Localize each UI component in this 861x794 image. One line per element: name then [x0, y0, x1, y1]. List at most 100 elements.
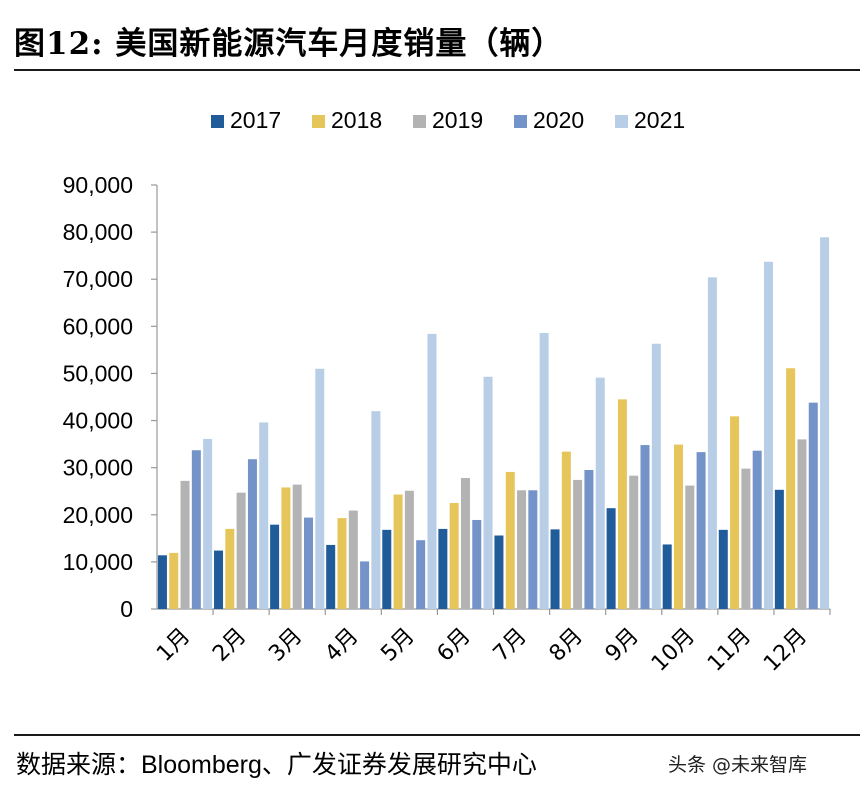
y-tick-label: 30,000 — [63, 455, 133, 481]
x-tick-label: 3月 — [264, 624, 307, 667]
legend-swatch-2018 — [312, 115, 325, 128]
bar-2019-8 — [573, 479, 583, 609]
bar-chart: 2017 2018 2019 2020 2021 0 10,000 20,000 30,000… — [63, 107, 831, 677]
figure-title: 图12: 美国新能源汽车月度销量（辆） — [14, 26, 564, 62]
y-tick-label: 20,000 — [63, 502, 133, 528]
bar-2021-7 — [539, 332, 549, 609]
y-tick-label: 40,000 — [63, 408, 133, 434]
bar-2021-12 — [820, 237, 830, 610]
bar-2017-2 — [214, 550, 224, 609]
legend-swatch-2017 — [211, 115, 224, 128]
bar-2021-10 — [707, 277, 717, 609]
bar-2019-5 — [404, 490, 414, 609]
bar-2017-6 — [438, 528, 448, 609]
legend: 2017 2018 2019 2020 2021 — [211, 107, 685, 133]
x-tick-label: 4月 — [320, 624, 363, 667]
bar-2018-2 — [225, 528, 235, 609]
bar-2020-5 — [416, 540, 426, 609]
x-tick-label: 5月 — [376, 624, 419, 667]
bar-2019-1 — [180, 480, 190, 609]
bar-2018-6 — [449, 503, 459, 609]
y-tick-label: 70,000 — [63, 266, 133, 292]
bar-2020-9 — [640, 445, 650, 609]
bar-2017-11 — [718, 529, 728, 609]
bar-2020-6 — [472, 519, 482, 609]
x-tick-label: 6月 — [433, 624, 476, 667]
title-rule — [14, 69, 860, 71]
bar-2019-9 — [629, 475, 639, 609]
bar-2019-10 — [685, 485, 695, 609]
bar-2018-10 — [673, 444, 683, 609]
legend-swatch-2020 — [514, 115, 527, 128]
bar-2020-2 — [247, 459, 257, 609]
bar-2018-5 — [393, 494, 403, 609]
legend-label-2017: 2017 — [230, 107, 281, 133]
bar-2019-6 — [460, 478, 470, 609]
x-tick-label: 10月 — [647, 624, 700, 677]
legend-label-2020: 2020 — [533, 107, 584, 133]
bar-2021-1 — [203, 438, 213, 609]
y-tick-label: 80,000 — [63, 219, 133, 245]
bar-2020-7 — [528, 490, 538, 609]
bar-2017-1 — [157, 555, 167, 609]
bar-2018-3 — [281, 487, 291, 609]
bar-2019-11 — [741, 468, 751, 609]
x-tick-label: 1月 — [152, 624, 195, 667]
x-axis: 1月 2月 3月 4月 5月 6月 7月 8月 9月 10月 11月 12月 — [152, 608, 831, 677]
bar-2019-4 — [348, 510, 358, 609]
y-tick-label: 10,000 — [63, 549, 133, 575]
bar-2020-4 — [360, 561, 370, 609]
x-tick-label: 11月 — [703, 624, 756, 677]
bar-2017-8 — [550, 529, 560, 609]
bar-2021-5 — [427, 333, 437, 609]
bar-2019-12 — [797, 439, 807, 609]
legend-label-2019: 2019 — [432, 107, 483, 133]
legend-swatch-2019 — [413, 115, 426, 128]
bar-2020-8 — [584, 470, 594, 609]
bar-2018-8 — [561, 451, 571, 609]
bar-2018-4 — [337, 518, 347, 609]
bar-2020-10 — [696, 452, 706, 609]
bar-2017-12 — [774, 489, 784, 609]
bar-2017-10 — [662, 544, 672, 609]
bar-2018-11 — [730, 416, 740, 609]
bar-2018-9 — [617, 399, 627, 609]
y-tick-label: 60,000 — [63, 313, 133, 339]
bar-2021-2 — [259, 422, 269, 609]
bar-2018-12 — [786, 368, 796, 609]
bar-2017-9 — [606, 508, 616, 609]
x-tick-label: 7月 — [489, 624, 532, 667]
source-note: 数据来源：Bloomberg、广发证券发展研究中心 — [16, 751, 537, 779]
bar-2020-3 — [304, 517, 314, 609]
legend-label-2018: 2018 — [331, 107, 382, 133]
bars — [157, 237, 830, 610]
bar-2021-11 — [763, 261, 773, 609]
bar-2017-5 — [382, 529, 392, 609]
bar-2021-4 — [371, 411, 381, 609]
bar-2020-11 — [752, 450, 762, 609]
bar-2017-7 — [494, 535, 504, 609]
bar-2019-2 — [236, 492, 246, 609]
x-tick-label: 9月 — [601, 624, 644, 667]
x-tick-label: 12月 — [759, 624, 812, 677]
bar-2020-1 — [191, 450, 201, 609]
bar-2021-8 — [595, 377, 605, 609]
bar-2021-3 — [315, 368, 325, 609]
bar-2021-9 — [651, 343, 661, 609]
x-tick-label: 8月 — [545, 624, 588, 667]
bar-2020-12 — [808, 402, 818, 609]
y-tick-label: 90,000 — [63, 172, 133, 198]
y-tick-label: 0 — [120, 596, 133, 622]
x-tick-label: 2月 — [208, 624, 251, 667]
bar-2017-3 — [270, 524, 280, 609]
bar-2019-7 — [517, 490, 527, 609]
y-tick-label: 50,000 — [63, 360, 133, 386]
legend-swatch-2021 — [615, 115, 628, 128]
watermark: 头条 @未来智库 — [668, 754, 808, 776]
bar-2018-7 — [505, 471, 515, 609]
legend-label-2021: 2021 — [634, 107, 685, 133]
bar-2018-1 — [169, 552, 179, 609]
bar-2021-6 — [483, 376, 493, 609]
bar-2019-3 — [292, 484, 302, 609]
footer-rule — [14, 734, 860, 736]
